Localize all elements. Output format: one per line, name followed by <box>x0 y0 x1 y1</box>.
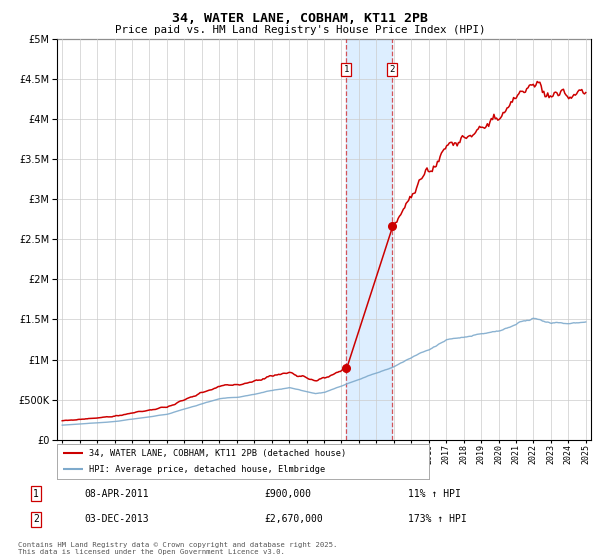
Text: £2,670,000: £2,670,000 <box>264 514 323 524</box>
Text: £900,000: £900,000 <box>264 489 311 499</box>
Text: 11% ↑ HPI: 11% ↑ HPI <box>408 489 461 499</box>
Text: 08-APR-2011: 08-APR-2011 <box>84 489 149 499</box>
Bar <box>346 39 392 440</box>
Text: Contains HM Land Registry data © Crown copyright and database right 2025.
This d: Contains HM Land Registry data © Crown c… <box>18 542 337 555</box>
Text: Price paid vs. HM Land Registry's House Price Index (HPI): Price paid vs. HM Land Registry's House … <box>115 25 485 35</box>
Text: 34, WATER LANE, COBHAM, KT11 2PB (detached house): 34, WATER LANE, COBHAM, KT11 2PB (detach… <box>89 449 346 458</box>
Text: 2: 2 <box>390 65 395 74</box>
Text: 03-DEC-2013: 03-DEC-2013 <box>84 514 149 524</box>
Text: 173% ↑ HPI: 173% ↑ HPI <box>408 514 467 524</box>
Text: 1: 1 <box>33 489 39 499</box>
Text: 34, WATER LANE, COBHAM, KT11 2PB: 34, WATER LANE, COBHAM, KT11 2PB <box>172 12 428 25</box>
Text: 2: 2 <box>33 514 39 524</box>
Text: HPI: Average price, detached house, Elmbridge: HPI: Average price, detached house, Elmb… <box>89 465 325 474</box>
Text: 1: 1 <box>343 65 349 74</box>
